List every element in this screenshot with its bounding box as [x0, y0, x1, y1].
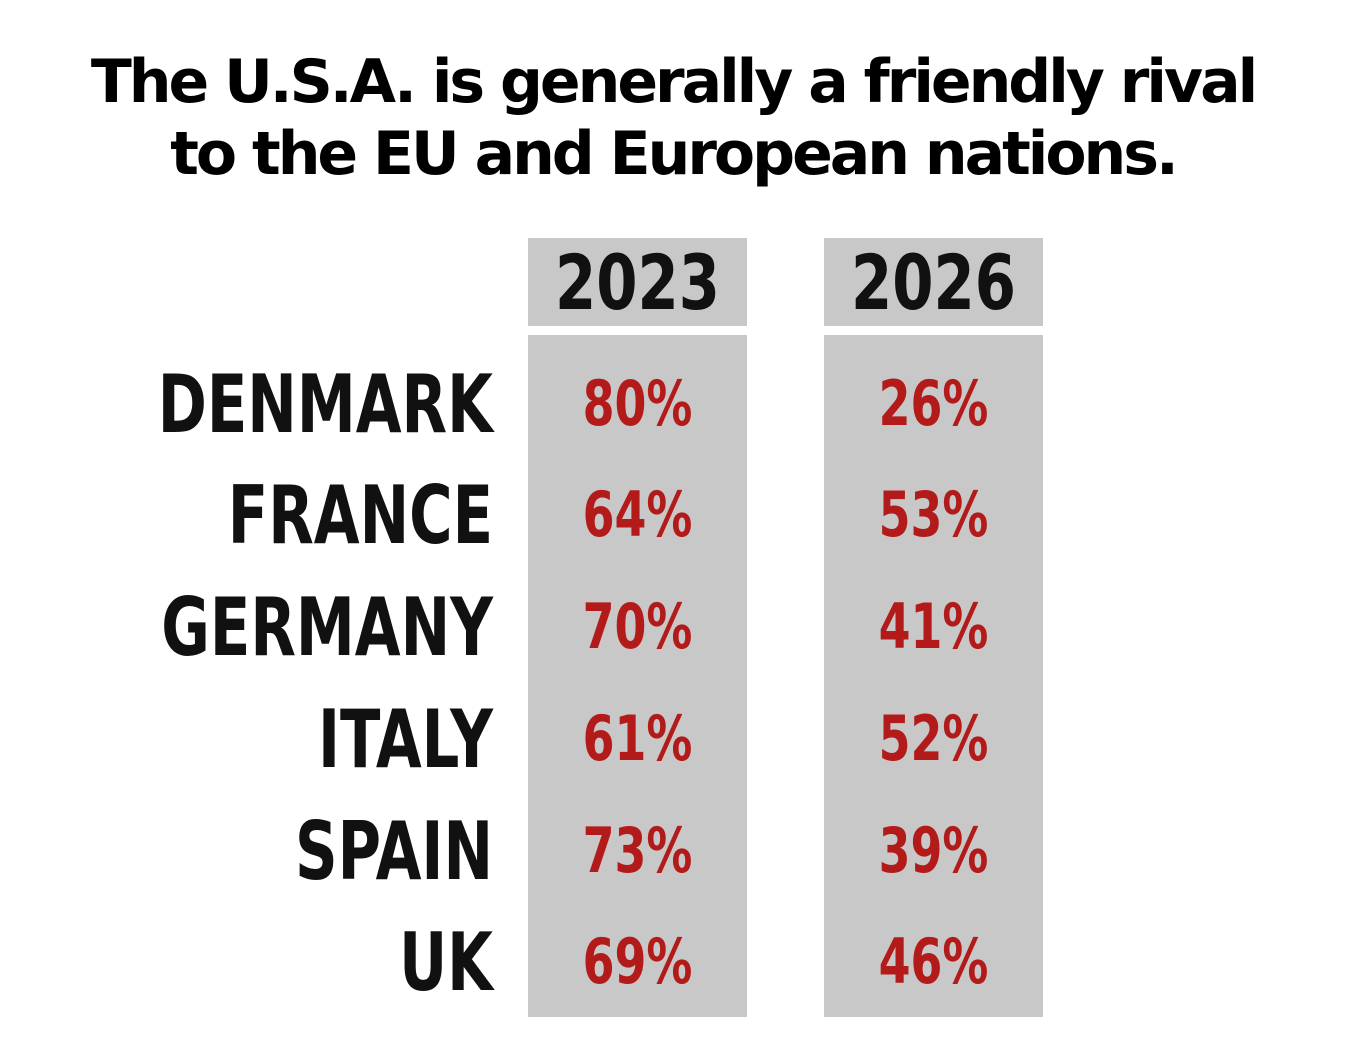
- value-uk-2023: 69%: [583, 925, 693, 998]
- column-header-2026: 2026: [851, 240, 1016, 328]
- row-label-france: FRANCE: [228, 469, 493, 562]
- column-header-2023: 2023: [555, 240, 720, 328]
- row-label-spain: SPAIN: [295, 805, 493, 898]
- row-label-germany: GERMANY: [161, 581, 494, 674]
- value-italy-2026: 52%: [879, 702, 989, 775]
- value-italy-2023: 61%: [583, 702, 693, 775]
- value-spain-2023: 73%: [583, 814, 693, 887]
- value-uk-2026: 46%: [879, 925, 989, 998]
- value-germany-2026: 41%: [879, 590, 989, 663]
- chart-title: The U.S.A. is generally a friendly rival…: [0, 46, 1346, 190]
- value-france-2026: 53%: [879, 478, 989, 551]
- value-germany-2023: 70%: [583, 590, 693, 663]
- row-label-denmark: DENMARK: [158, 358, 495, 451]
- column-body-bg-2026: [824, 335, 1043, 1017]
- value-denmark-2026: 26%: [879, 367, 989, 440]
- chart-title-line-1: The U.S.A. is generally a friendly rival: [90, 47, 1258, 117]
- value-spain-2026: 39%: [879, 814, 989, 887]
- row-label-uk: UK: [399, 916, 495, 1009]
- column-header-bg-2026: [824, 238, 1043, 326]
- chart-title-line-2: to the EU and European nations.: [170, 119, 1179, 189]
- column-header-bg-2023: [528, 238, 747, 326]
- column-body-bg-2023: [528, 335, 747, 1017]
- value-denmark-2023: 80%: [583, 367, 693, 440]
- row-label-italy: ITALY: [318, 693, 494, 786]
- value-france-2023: 64%: [583, 478, 693, 551]
